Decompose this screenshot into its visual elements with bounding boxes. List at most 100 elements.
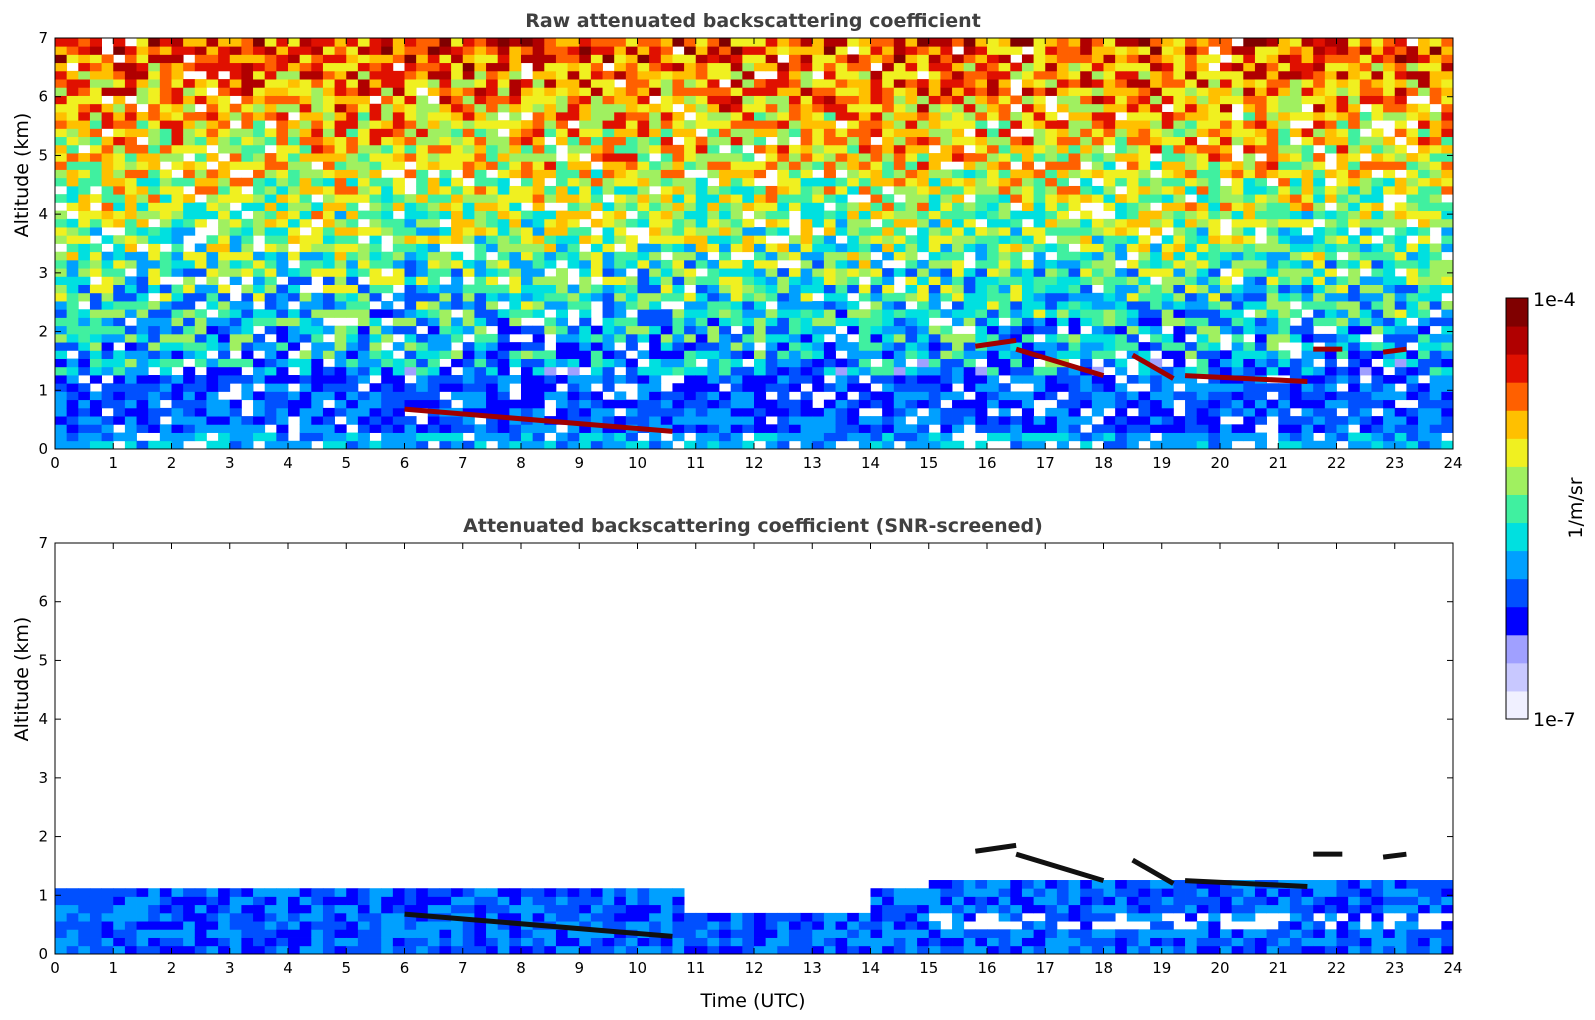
heatmap-cell bbox=[171, 317, 184, 327]
heatmap-cell bbox=[264, 325, 277, 335]
heatmap-cell bbox=[987, 210, 1000, 220]
heatmap-cell bbox=[171, 407, 184, 417]
heatmap-cell bbox=[322, 218, 335, 228]
heatmap-cell bbox=[66, 111, 79, 121]
heatmap-cell bbox=[847, 383, 860, 392]
heatmap-cell bbox=[357, 292, 370, 302]
heatmap-cell bbox=[66, 227, 79, 236]
heatmap-cell bbox=[940, 432, 953, 442]
heatmap-cell bbox=[590, 333, 603, 343]
heatmap-cell bbox=[183, 259, 196, 269]
heatmap-cell bbox=[847, 38, 860, 47]
heatmap-cell bbox=[532, 161, 545, 170]
heatmap-cell bbox=[486, 38, 499, 47]
heatmap-cell bbox=[1115, 358, 1128, 368]
heatmap-cell bbox=[241, 161, 254, 170]
heatmap-cell bbox=[101, 120, 114, 129]
heatmap-cell bbox=[299, 383, 312, 392]
heatmap-cell bbox=[684, 46, 697, 55]
heatmap-cell bbox=[777, 383, 790, 392]
heatmap-cell bbox=[1080, 235, 1093, 244]
heatmap-cell bbox=[719, 227, 732, 236]
heatmap-cell bbox=[311, 185, 324, 195]
heatmap-cell bbox=[1021, 153, 1034, 162]
heatmap-cell bbox=[707, 194, 720, 203]
heatmap-cell bbox=[1289, 62, 1302, 72]
heatmap-cell bbox=[917, 144, 930, 154]
heatmap-cell bbox=[1220, 38, 1233, 47]
heatmap-cell bbox=[800, 391, 813, 401]
heatmap-cell bbox=[963, 177, 976, 187]
heatmap-cell bbox=[311, 350, 324, 359]
heatmap-cell bbox=[171, 136, 184, 146]
heatmap-cell bbox=[940, 120, 953, 129]
heatmap-cell bbox=[765, 54, 778, 64]
heatmap-cell bbox=[78, 292, 91, 302]
heatmap-cell bbox=[1033, 185, 1046, 195]
heatmap-cell bbox=[940, 251, 953, 261]
heatmap-cell bbox=[311, 79, 324, 88]
heatmap-cell bbox=[311, 136, 324, 146]
heatmap-cell bbox=[346, 70, 359, 80]
heatmap-cell bbox=[462, 292, 475, 302]
heatmap-cell bbox=[113, 366, 126, 376]
heatmap-cell bbox=[823, 169, 836, 179]
heatmap-cell bbox=[672, 111, 685, 121]
heatmap-cell bbox=[858, 79, 871, 88]
heatmap-cell bbox=[253, 169, 266, 179]
heatmap-cell bbox=[602, 87, 615, 96]
heatmap-cell bbox=[800, 185, 813, 195]
heatmap-cell bbox=[1010, 333, 1023, 343]
heatmap-cell bbox=[555, 432, 568, 442]
heatmap-cell bbox=[555, 194, 568, 203]
heatmap-cell bbox=[136, 46, 149, 55]
heatmap-cell bbox=[474, 284, 487, 294]
heatmap-cell bbox=[1185, 210, 1198, 220]
heatmap-cell bbox=[1173, 144, 1186, 154]
heatmap-cell bbox=[194, 169, 207, 179]
heatmap-cell bbox=[719, 317, 732, 327]
heatmap-cell bbox=[416, 128, 429, 138]
heatmap-cell bbox=[462, 235, 475, 244]
heatmap-cell bbox=[1150, 95, 1163, 105]
heatmap-cell bbox=[404, 243, 417, 253]
heatmap-cell bbox=[1301, 62, 1314, 72]
heatmap-cell bbox=[124, 399, 137, 409]
heatmap-cell bbox=[975, 366, 988, 376]
heatmap-cell bbox=[369, 358, 382, 368]
heatmap-cell bbox=[1080, 79, 1093, 88]
heatmap-cell bbox=[917, 161, 930, 170]
heatmap-cell bbox=[917, 136, 930, 146]
heatmap-cell bbox=[660, 161, 673, 170]
heatmap-cell bbox=[357, 227, 370, 236]
heatmap-cell bbox=[299, 111, 312, 121]
heatmap-cell bbox=[78, 210, 91, 220]
heatmap-cell bbox=[276, 103, 289, 113]
heatmap-cell bbox=[742, 54, 755, 64]
heatmap-cell bbox=[777, 120, 790, 129]
heatmap-cell bbox=[1336, 350, 1349, 359]
heatmap-cell bbox=[754, 366, 767, 376]
heatmap-cell bbox=[672, 391, 685, 401]
heatmap-cell bbox=[742, 185, 755, 195]
heatmap-cell bbox=[136, 128, 149, 138]
heatmap-cell bbox=[579, 276, 592, 285]
heatmap-cell bbox=[579, 424, 592, 433]
heatmap-cell bbox=[486, 103, 499, 113]
heatmap-cell bbox=[1115, 54, 1128, 64]
heatmap-cell bbox=[1045, 128, 1058, 138]
heatmap-cell bbox=[404, 317, 417, 327]
heatmap-cell bbox=[1103, 70, 1116, 80]
heatmap-cell bbox=[1324, 218, 1337, 228]
heatmap-cell bbox=[404, 366, 417, 376]
heatmap-cell bbox=[509, 342, 522, 351]
heatmap-cell bbox=[1021, 169, 1034, 179]
heatmap-cell bbox=[660, 350, 673, 359]
heatmap-cell bbox=[1126, 227, 1139, 236]
heatmap-cell bbox=[136, 292, 149, 302]
heatmap-cell bbox=[963, 218, 976, 228]
heatmap-cell bbox=[1103, 276, 1116, 285]
heatmap-cell bbox=[917, 424, 930, 433]
heatmap-cell bbox=[194, 177, 207, 187]
heatmap-cell bbox=[684, 136, 697, 146]
